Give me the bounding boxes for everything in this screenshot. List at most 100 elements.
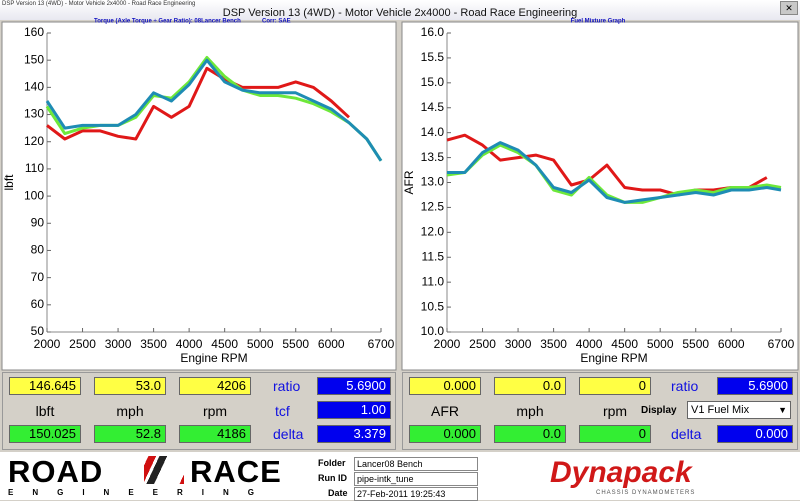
- chart-title: Fuel Mixture Graph: [571, 19, 626, 25]
- y-tick-label: 70: [31, 270, 45, 284]
- x-tick-label: 4000: [176, 337, 203, 351]
- x-tick-label: 4000: [576, 337, 603, 351]
- chart-annotation: Corr: SAE: [262, 19, 291, 25]
- y-tick-label: 140: [24, 80, 44, 94]
- close-button[interactable]: ✕: [780, 1, 798, 15]
- run-label: Run ID: [318, 473, 347, 483]
- readout-unit: AFR: [431, 403, 459, 419]
- date-label: Date: [328, 488, 348, 498]
- display-label: Display: [641, 405, 677, 416]
- logo-slashes: [144, 456, 184, 484]
- delta-label: delta: [273, 426, 304, 442]
- x-tick-label: 3500: [140, 337, 167, 351]
- x-tick-label: 2500: [469, 337, 496, 351]
- y-tick-label: 12.5: [421, 200, 445, 214]
- y-tick-label: 13.5: [421, 150, 445, 164]
- readout-unit: mph: [116, 403, 144, 419]
- readout-value: 53.0: [94, 377, 166, 395]
- delta-value: 3.379: [317, 425, 391, 443]
- readout-unit: rpm: [202, 403, 228, 419]
- readout-value: 146.645: [9, 377, 81, 395]
- x-tick-label: 6000: [718, 337, 745, 351]
- series-line: [46, 66, 351, 141]
- readout-value: 0: [579, 377, 651, 395]
- window-title-small: DSP Version 13 (4WD) - Motor Vehicle 2x4…: [2, 1, 196, 7]
- x-axis-label: Engine RPM: [580, 351, 647, 365]
- x-tick-label: 3000: [505, 337, 532, 351]
- readout-panel: 0.000 0.0 0 AFR mph rpm 0.000 0.0 0 rati…: [402, 372, 798, 450]
- ratio-value: 5.6900: [317, 377, 391, 395]
- y-tick-label: 14.0: [421, 125, 445, 139]
- folder-label: Folder: [318, 458, 346, 468]
- right-panel: [401, 21, 799, 371]
- x-tick-label: 4500: [211, 337, 238, 351]
- y-tick-label: 60: [31, 297, 45, 311]
- ratio-value: 5.6900: [717, 377, 793, 395]
- x-tick-label: 5000: [247, 337, 274, 351]
- tcf-label: tcf: [275, 403, 290, 419]
- select-text: V1 Fuel Mix: [691, 404, 750, 416]
- ratio-label: ratio: [273, 378, 301, 394]
- y-tick-label: 120: [24, 134, 44, 148]
- y-tick-label: 130: [24, 107, 44, 121]
- y-tick-label: 15.0: [421, 75, 445, 89]
- readout-value: 0.000: [409, 377, 481, 395]
- logo-left: ROAD: [8, 454, 104, 489]
- readout-unit: mph: [516, 403, 544, 419]
- series-line: [45, 58, 383, 162]
- y-tick-label: 14.5: [421, 100, 445, 114]
- footer: ROAD RACE ENGINEERING Folder Lancer08 Be…: [0, 452, 800, 501]
- x-tick-label: 2500: [69, 337, 96, 351]
- x-tick-label: 5000: [647, 337, 674, 351]
- y-tick-label: 150: [24, 52, 44, 66]
- date-value: 27-Feb-2011 19:25:43: [354, 487, 478, 501]
- readout-value: 0: [579, 425, 651, 443]
- y-axis-label: lbft: [2, 174, 16, 191]
- brand-sub: CHASSIS DYNAMOMETERS: [596, 490, 696, 496]
- delta-value: 0.000: [717, 425, 793, 443]
- x-tick-label: 2000: [34, 337, 61, 351]
- readout-value: 0.000: [409, 425, 481, 443]
- window-title: DSP Version 13 (4WD) - Motor Vehicle 2x4…: [222, 7, 578, 19]
- x-tick-label: 5500: [682, 337, 709, 351]
- y-tick-label: 90: [31, 215, 45, 229]
- readout-value: 4186: [179, 425, 251, 443]
- series-line: [447, 141, 782, 204]
- y-tick-label: 16.0: [421, 25, 445, 39]
- y-tick-label: 80: [31, 243, 45, 257]
- x-tick-label: 6000: [318, 337, 345, 351]
- x-tick-label: 6700: [368, 337, 395, 351]
- readout-value: 0.0: [494, 377, 566, 395]
- y-tick-label: 11.0: [422, 274, 445, 288]
- x-tick-label: 3000: [105, 337, 132, 351]
- run-value: pipe-intk_tune: [354, 472, 478, 486]
- y-tick-label: 15.5: [421, 50, 445, 64]
- y-tick-label: 160: [24, 25, 44, 39]
- x-tick-label: 4500: [611, 337, 638, 351]
- x-tick-label: 5500: [282, 337, 309, 351]
- folder-value: Lancer08 Bench: [354, 457, 478, 471]
- readout-unit: lbft: [35, 403, 55, 419]
- y-tick-label: 100: [24, 188, 44, 202]
- y-tick-label: 110: [25, 161, 44, 175]
- delta-label: delta: [671, 426, 702, 442]
- y-tick-label: 50: [31, 324, 45, 338]
- y-axis-label: AFR: [402, 170, 416, 194]
- title-bar: DSP Version 13 (4WD) - Motor Vehicle 2x4…: [0, 0, 800, 20]
- y-tick-label: 10.5: [421, 299, 445, 313]
- logo-right: RACE: [190, 454, 282, 489]
- display-select[interactable]: V1 Fuel Mix ▼: [687, 401, 791, 419]
- readout-value: 0.0: [494, 425, 566, 443]
- x-tick-label: 3500: [540, 337, 567, 351]
- y-tick-label: 11.5: [422, 249, 445, 263]
- chart-title: Torque (Axle Torque ÷ Gear Ratio): 08Lan…: [94, 19, 241, 25]
- logo-sub: ENGINEERING: [8, 488, 274, 497]
- y-tick-label: 13.0: [421, 175, 445, 189]
- readout-value: 4206: [179, 377, 251, 395]
- left-panel: [1, 21, 397, 371]
- readout-panel: 146.645 53.0 4206 lbft mph rpm 150.025 5…: [2, 372, 396, 450]
- charts: Torque (Axle Torque ÷ Gear Ratio): 08Lan…: [1, 19, 799, 371]
- x-tick-label: 6700: [768, 337, 795, 351]
- ratio-label: ratio: [671, 378, 699, 394]
